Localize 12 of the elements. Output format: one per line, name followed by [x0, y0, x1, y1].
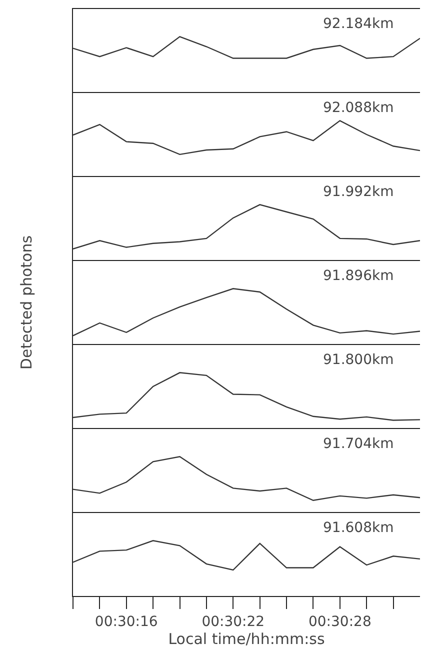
x-tick-label: 00:30:22 — [202, 614, 265, 630]
text: 92.088km — [323, 100, 394, 116]
x-tick-label: 00:30:28 — [308, 614, 372, 630]
text: 91.704km — [323, 436, 394, 452]
text: 91.992km — [323, 184, 394, 200]
y-axis-title: Detected photons — [17, 235, 36, 370]
x-tick-label: 00:30:16 — [94, 614, 158, 630]
text: 91.800km — [323, 352, 394, 368]
text: 91.608km — [323, 520, 394, 536]
text: 92.184km — [323, 16, 394, 32]
text: 91.896km — [323, 268, 394, 284]
x-axis-title: Local time/hh:mm:ss — [168, 630, 325, 648]
